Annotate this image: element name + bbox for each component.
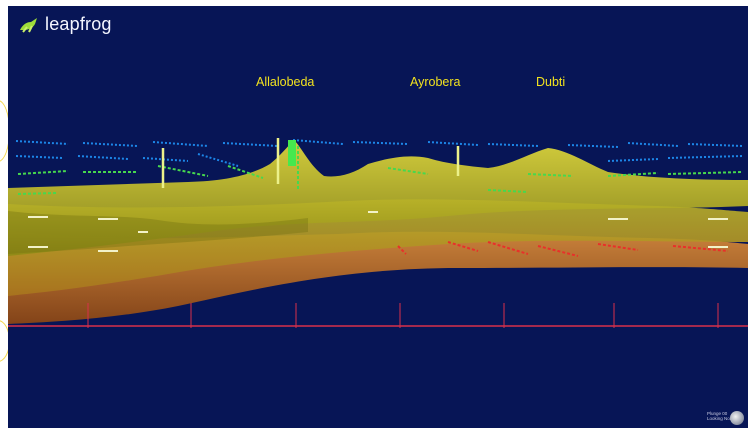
- drillhole-collars: [161, 138, 460, 188]
- leapfrog-frog-icon: [20, 17, 37, 33]
- upper-unit-surface: [8, 140, 748, 256]
- location-label-dubti: Dubti: [536, 75, 566, 89]
- surface-sample-points: [28, 211, 728, 252]
- view-orientation-readout: Plunge 00 Looking North: [707, 411, 735, 421]
- page-margin: [0, 0, 10, 428]
- drillhole-traces-green: [17, 146, 744, 195]
- allalobeda-collar-marker: [288, 140, 296, 166]
- location-label-ayrobera: Ayrobera: [410, 75, 461, 89]
- looking-readout: Looking North: [707, 416, 736, 421]
- 3d-viewport[interactable]: leapfrog Allalobeda Ayrobera Dubti Plung…: [8, 6, 748, 428]
- plunge-readout: Plunge 00: [707, 411, 728, 416]
- logo-text: leapfrog: [45, 14, 112, 34]
- geology-scene[interactable]: [8, 6, 748, 428]
- surface-shading: [8, 211, 308, 254]
- location-label-allalobeda: Allalobeda: [256, 75, 315, 89]
- drillhole-traces-blue: [15, 139, 744, 167]
- compass-icon[interactable]: [730, 411, 744, 425]
- leapfrog-logo: leapfrog: [18, 14, 112, 35]
- drillhole-traces-red: [397, 241, 729, 257]
- section-ticks: [87, 303, 719, 328]
